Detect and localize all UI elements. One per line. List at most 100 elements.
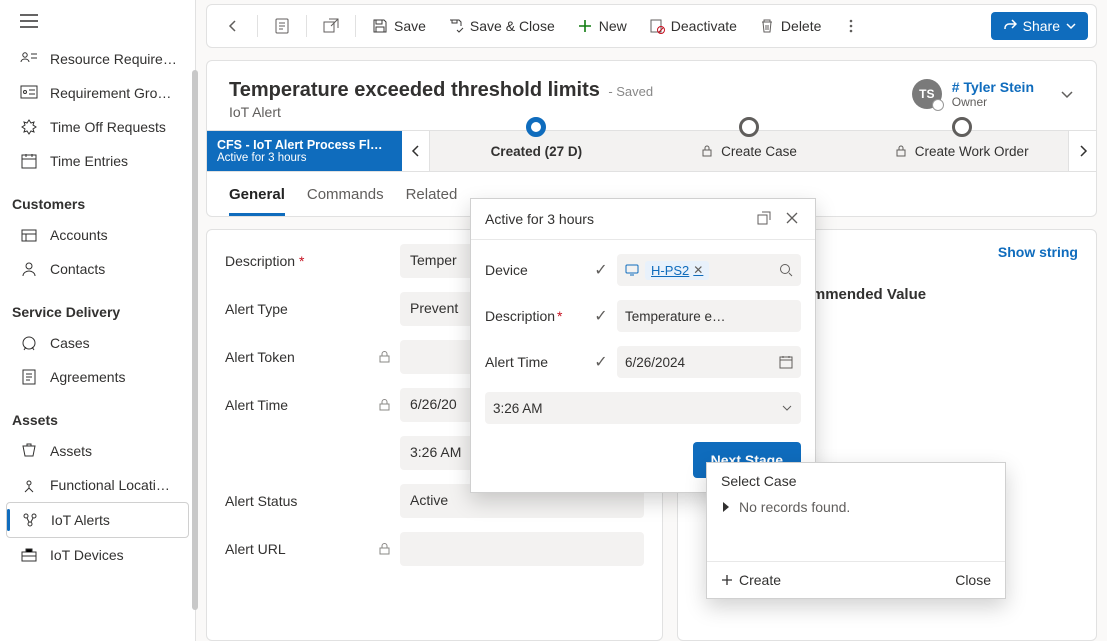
bpf-next-button[interactable]: [1068, 131, 1096, 171]
flyout-device-field[interactable]: H-PS2✕: [617, 254, 801, 286]
sidebar-item[interactable]: Resource Require…: [0, 42, 195, 76]
bpf-stage-label: Create Work Order: [915, 144, 1029, 159]
sidebar-item-label: Time Entries: [50, 153, 128, 169]
bpf-stage-label: Create Case: [721, 144, 797, 159]
form-selector-button[interactable]: [264, 12, 300, 40]
owner-field[interactable]: TS # Tyler Stein Owner: [912, 79, 1074, 109]
lock-icon: [701, 145, 713, 157]
bpf-flow-name[interactable]: CFS - IoT Alert Process Fl… Active for 3…: [207, 131, 402, 171]
bpf-stage[interactable]: Created (27 D): [430, 131, 643, 171]
deactivate-label: Deactivate: [671, 18, 737, 34]
close-icon[interactable]: [785, 211, 801, 227]
required-indicator: *: [299, 253, 304, 269]
field-label: Alert URL: [225, 541, 390, 557]
command-bar: Save Save & Close New Deactivate Delete …: [206, 4, 1097, 48]
bpf-prev-button[interactable]: [402, 131, 430, 171]
save-close-button[interactable]: Save & Close: [438, 12, 565, 40]
sidebar-item[interactable]: Functional Locati…: [0, 468, 195, 502]
hamburger-button[interactable]: [0, 0, 195, 42]
lock-icon: [379, 351, 390, 363]
sidebar-item[interactable]: Assets: [0, 434, 195, 468]
sidebar-item-label: Requirement Gro…: [50, 85, 171, 101]
bpf-stage-flyout: Active for 3 hours Device ✓ H-PS2✕ Descr…: [470, 198, 816, 493]
lookup-close-button[interactable]: Close: [955, 572, 991, 588]
field-label: Alert Token: [225, 349, 390, 365]
deactivate-button[interactable]: Deactivate: [639, 12, 747, 40]
sidebar-section-header: Assets: [0, 394, 195, 434]
sidebar-item[interactable]: Time Off Requests: [0, 110, 195, 144]
flyout-alert-time-label: Alert Time: [485, 354, 585, 370]
open-new-window-button[interactable]: [313, 12, 349, 40]
bpf-flow-title: CFS - IoT Alert Process Fl…: [217, 138, 392, 152]
sidebar-item[interactable]: Accounts: [0, 218, 195, 252]
new-label: New: [599, 18, 627, 34]
save-button[interactable]: Save: [362, 12, 436, 40]
save-label: Save: [394, 18, 426, 34]
caret-right-icon: [721, 501, 731, 513]
sidebar-item[interactable]: Contacts: [0, 252, 195, 286]
share-button[interactable]: Share: [991, 12, 1088, 40]
check-icon: ✓: [593, 260, 609, 280]
search-icon[interactable]: [779, 263, 793, 277]
dock-icon[interactable]: [757, 211, 773, 227]
sidebar-item[interactable]: IoT Alerts: [6, 502, 189, 538]
divider: [257, 15, 258, 37]
business-process-flow: CFS - IoT Alert Process Fl… Active for 3…: [207, 130, 1096, 172]
tab[interactable]: Commands: [307, 186, 384, 216]
check-icon: ✓: [593, 306, 609, 326]
form-row: Alert URL: [225, 532, 644, 566]
bpf-flow-status: Active for 3 hours: [217, 152, 392, 164]
sidebar-item-label: Functional Locati…: [50, 477, 170, 493]
device-lookup-pill[interactable]: H-PS2✕: [645, 261, 709, 280]
sidebar-item[interactable]: IoT Devices: [0, 538, 195, 572]
owner-role: Owner: [952, 95, 1034, 109]
sidebar-item[interactable]: Cases: [0, 326, 195, 360]
chevron-down-icon: [781, 402, 793, 414]
overflow-button[interactable]: [833, 12, 869, 40]
record-title: Temperature exceeded threshold limits: [229, 79, 600, 101]
nav-icon: [20, 84, 38, 102]
sidebar-item[interactable]: Agreements: [0, 360, 195, 394]
new-button[interactable]: New: [567, 12, 637, 40]
tab[interactable]: General: [229, 186, 285, 216]
divider: [306, 15, 307, 37]
nav-icon: [20, 546, 38, 564]
sidebar-item-label: IoT Devices: [50, 547, 124, 563]
remove-pill-icon[interactable]: ✕: [693, 263, 703, 277]
sidebar-item[interactable]: Time Entries: [0, 144, 195, 178]
sidebar-item-label: Contacts: [50, 261, 105, 277]
bpf-stage[interactable]: Create Case: [643, 131, 856, 171]
field-input[interactable]: [400, 532, 644, 566]
sidebar-scrollbar[interactable]: [192, 70, 198, 610]
tab[interactable]: Related: [406, 186, 458, 216]
flyout-description-field[interactable]: Temperature e…: [617, 300, 801, 332]
nav-icon: [20, 152, 38, 170]
flyout-date-field[interactable]: 6/26/2024: [617, 346, 801, 378]
bpf-stage-circle: [739, 117, 759, 137]
owner-avatar: TS: [912, 79, 942, 109]
save-close-label: Save & Close: [470, 18, 555, 34]
divider: [355, 15, 356, 37]
nav-icon: [20, 334, 38, 352]
sidebar-section-header: Service Delivery: [0, 286, 195, 326]
lock-icon: [379, 543, 390, 555]
nav-icon: [20, 260, 38, 278]
calendar-icon[interactable]: [779, 355, 793, 369]
flyout-header: Active for 3 hours: [485, 211, 594, 227]
nav-icon: [20, 50, 38, 68]
flyout-time-field[interactable]: 3:26 AM: [485, 392, 801, 424]
back-button[interactable]: [215, 12, 251, 40]
sidebar-item-label: IoT Alerts: [51, 512, 110, 528]
sidebar-item-label: Agreements: [50, 369, 125, 385]
lookup-create-button[interactable]: Create: [721, 572, 781, 588]
delete-label: Delete: [781, 18, 821, 34]
chevron-down-icon[interactable]: [1060, 87, 1074, 101]
delete-button[interactable]: Delete: [749, 12, 831, 40]
bpf-stage[interactable]: Create Work Order: [855, 131, 1068, 171]
device-icon: [625, 264, 639, 276]
record-header-card: Temperature exceeded threshold limits - …: [206, 60, 1097, 217]
sidebar-item[interactable]: Requirement Gro…: [0, 76, 195, 110]
sidebar-item-label: Resource Require…: [50, 51, 177, 67]
nav-icon: [20, 226, 38, 244]
sidebar: Resource Require… Requirement Gro… Time Of…: [0, 0, 196, 641]
